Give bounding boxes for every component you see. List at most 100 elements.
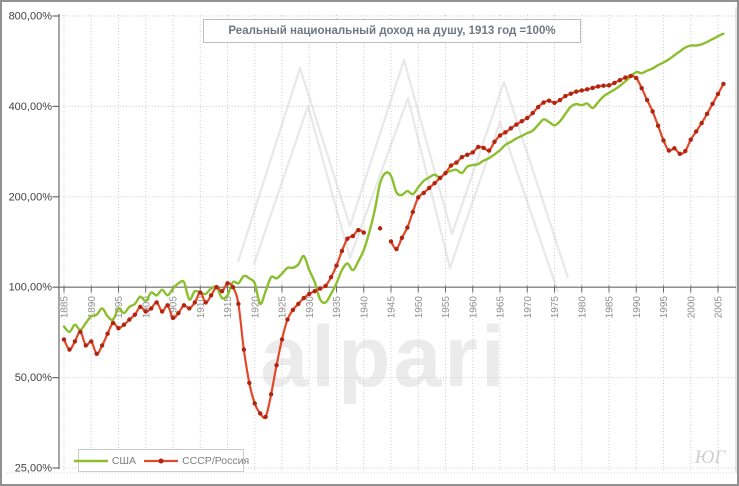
legend-item-ussr: СССР/Россия (143, 455, 249, 467)
y-tick-label: 800,00% (9, 11, 53, 23)
x-tick-label: 1955 (441, 296, 452, 319)
series-ussr-marker (279, 337, 285, 342)
x-tick-label: 1940 (359, 296, 370, 319)
series-ussr-marker (127, 317, 132, 322)
series-ussr-marker (617, 77, 623, 83)
series-ussr-marker (492, 139, 497, 144)
series-ussr-marker (192, 300, 197, 305)
x-tick-label: 1970 (523, 296, 534, 319)
series-ussr-marker (683, 148, 688, 154)
ussr-line-swatch (144, 458, 179, 463)
series-ussr-marker (552, 100, 557, 106)
series-ussr-marker (503, 130, 508, 135)
series-ussr-marker (105, 331, 110, 336)
x-tick-label: 1945 (387, 296, 398, 319)
series-ussr-marker (230, 285, 236, 290)
series-ussr-marker (132, 312, 138, 317)
series-ussr-marker (388, 239, 394, 244)
series-ussr-marker (405, 225, 410, 230)
x-tick-label: 1935 (332, 296, 343, 319)
x-tick-label: 1885 (60, 296, 71, 319)
x-tick-label: 1910 (196, 296, 207, 319)
series-ussr-marker (530, 110, 535, 116)
series-ussr-marker (470, 150, 475, 155)
series-ussr-marker (481, 145, 486, 151)
series-ussr-marker (116, 326, 121, 331)
series-ussr-marker (301, 295, 306, 301)
series-ussr-line (389, 74, 725, 251)
series-ussr-marker (623, 75, 628, 80)
series-ussr-marker (672, 146, 677, 151)
series-ussr-marker (61, 337, 67, 342)
x-tick-label: 1980 (577, 296, 588, 319)
series-ussr-marker (328, 274, 334, 280)
alpari-logo-line (236, 58, 570, 279)
series-ussr-marker (72, 339, 78, 344)
y-tick-label: 50,00% (15, 372, 53, 384)
series-ussr-marker (67, 347, 72, 352)
series-ussr-marker (426, 185, 432, 191)
series-ussr-marker (312, 288, 317, 294)
axes: 800,00% 400,00% 200,00% 100,00% 50,00% 25,00%… (9, 11, 736, 475)
x-tick-label: 1990 (632, 296, 643, 319)
series-ussr-marker (688, 137, 693, 142)
series-ussr-marker (563, 93, 568, 99)
series-ussr-marker (121, 322, 127, 327)
series-ussr-marker (394, 246, 399, 252)
series-ussr-marker (448, 163, 454, 168)
alpari-logo-watermark (236, 58, 570, 293)
series-ussr-marker (350, 233, 356, 239)
x-tick-label: 1915 (223, 296, 234, 319)
gridlines (6, 7, 737, 474)
series-ussr-marker (170, 315, 176, 321)
y-tick-label: 100,00% (9, 282, 53, 294)
series-ussr-marker (628, 73, 633, 79)
alpari-logo-line (252, 96, 560, 293)
chart-title-box: Реальный национальный доход на душу, 191… (203, 19, 581, 43)
series-ussr-marker (247, 380, 252, 386)
series-ussr-marker (138, 304, 143, 310)
series-ussr-marker (579, 88, 584, 93)
series-ussr-marker (443, 170, 448, 176)
usa-line-swatch (73, 459, 108, 462)
series-ussr-marker (476, 144, 481, 150)
x-tick-label: 2000 (686, 296, 697, 319)
legend-item-usa: США (73, 455, 136, 467)
series-ussr-marker (655, 123, 661, 128)
series-ussr-marker (699, 120, 704, 126)
x-tick-label: 1920 (250, 296, 261, 319)
x-tick-label: 1905 (169, 296, 180, 319)
series-ussr-marker (323, 283, 328, 289)
series-ussr-marker (666, 148, 672, 153)
series-ussr-marker (634, 75, 639, 81)
series-ussr-marker (241, 347, 247, 352)
series-ussr-marker (154, 300, 159, 305)
x-tick-label: 1975 (550, 296, 561, 319)
y-tick-label: 400,00% (9, 101, 53, 113)
x-tick-label: 1950 (414, 296, 425, 319)
series-ussr-marker (535, 104, 541, 110)
series-ussr-marker (99, 343, 105, 348)
series-ussr-marker (612, 80, 617, 86)
series-ussr-marker (465, 152, 470, 157)
series-ussr-marker (710, 101, 715, 107)
series-ussr-marker (437, 175, 443, 181)
x-tick-label: 1900 (141, 296, 152, 319)
x-tick-label: 1985 (605, 296, 616, 319)
series-ussr-marker (677, 151, 683, 157)
x-tick-label: 1995 (659, 296, 670, 319)
series-ussr-marker (225, 281, 230, 286)
legend-label-usa: США (111, 454, 137, 467)
series-ussr-marker (219, 288, 225, 294)
series-ussr-marker (203, 300, 208, 305)
legend: США СССР/Россия (73, 449, 249, 472)
legend-label-ussr: СССР/Россия (182, 454, 250, 467)
series-ussr-marker (181, 303, 187, 308)
series-ussr-marker (639, 85, 644, 91)
series-ussr-marker (661, 138, 666, 143)
series-ussr-marker (339, 248, 345, 254)
x-tick-label: 2005 (714, 296, 725, 319)
series-ussr-marker (361, 230, 366, 235)
series-ussr-marker (285, 317, 290, 322)
series-ussr-marker (149, 306, 154, 311)
